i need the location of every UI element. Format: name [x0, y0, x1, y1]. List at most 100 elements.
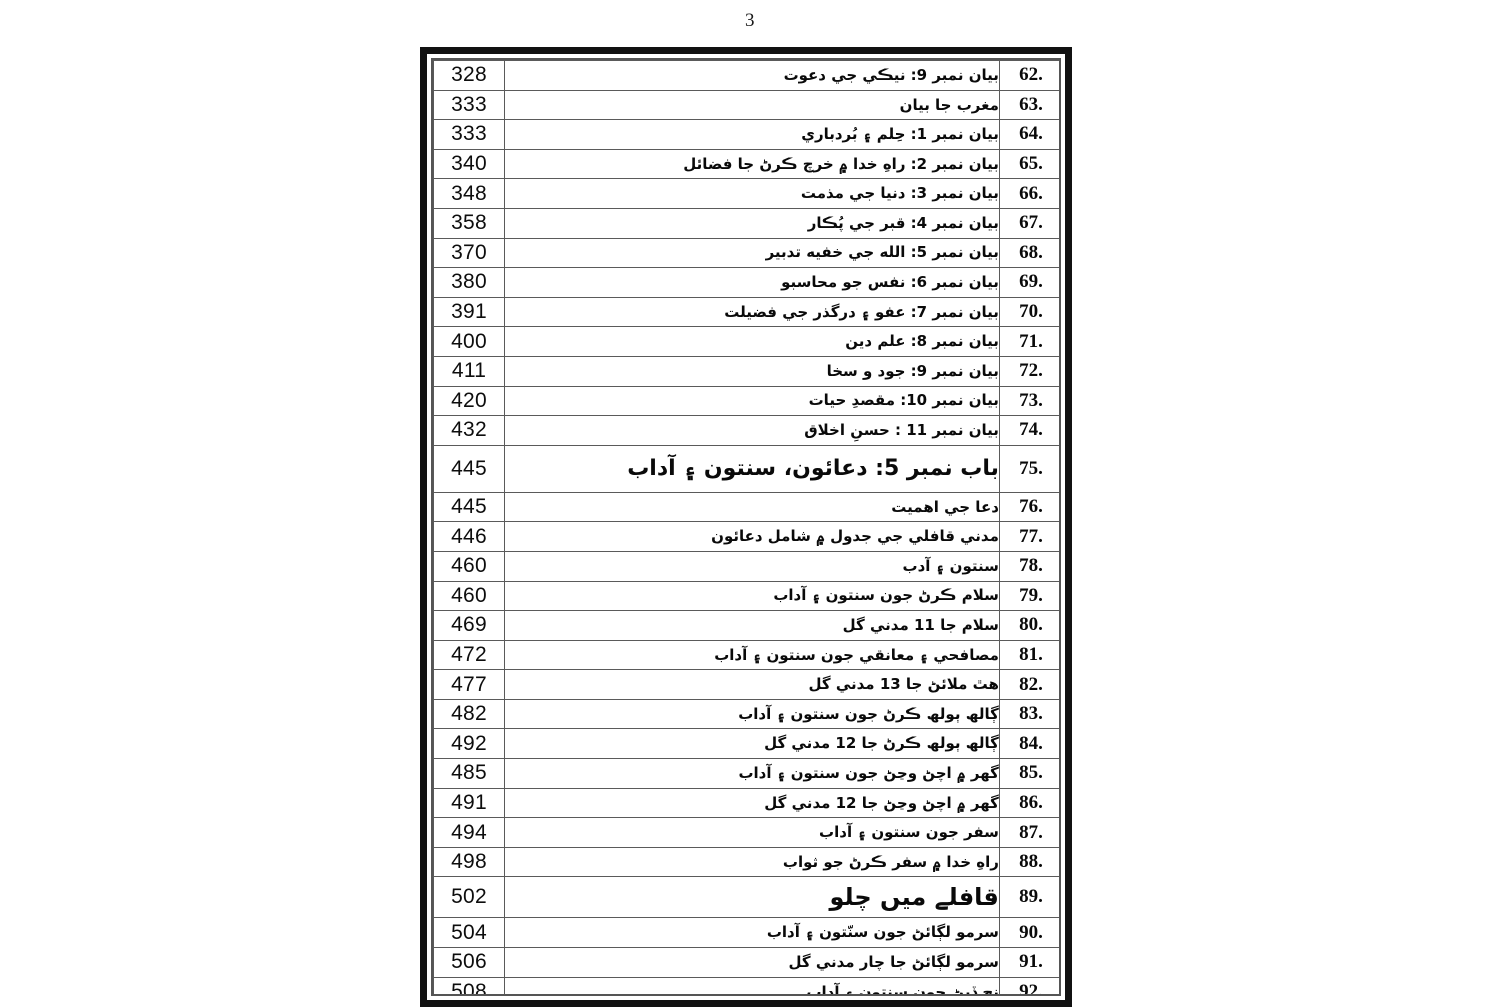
cell-entry-title: بيان نمبر 5: الله جي خفيه تدبير [504, 237, 1000, 269]
cell-entry-title: نِچ ڏيڻ جون سنتون ۽ آداب [504, 976, 1000, 994]
cell-entry-title: سلام جا 11 مدني گل [504, 610, 1000, 641]
cell-serial-number: .85 [998, 758, 1059, 789]
cell-serial-number: .63 [998, 89, 1059, 121]
cell-page-number: 445 [433, 491, 506, 523]
table-row: 340 بيان نمبر 2: راهِ خدا ۾ خرچ ڪرڻ جا فض… [433, 148, 1059, 180]
cell-entry-title: ڳالھ ٻولھ ڪرڻ جا 12 مدني گل [504, 728, 1000, 760]
cell-entry-title: بيان نمبر 8: علم دين [504, 326, 1000, 357]
cell-entry-title: مصافحي ۽ معانقي جون سنتون ۽ آداب [504, 639, 1000, 671]
cell-serial-number: .65 [998, 148, 1059, 180]
table-row: 348 بيان نمبر 3: دنيا جي مذمت .66 [433, 178, 1059, 209]
cell-entry-title: بيان نمبر 4: قبر جي پُڪار [504, 207, 1000, 239]
cell-serial-number: .70 [998, 296, 1059, 328]
cell-entry-title: مغرب جا بيان [504, 89, 1000, 121]
cell-page-number: 432 [433, 415, 506, 446]
cell-entry-title: دعا جي اهميت [504, 491, 1000, 523]
table-row: 380 بيان نمبر 6: نفس جو محاسبو .69 [433, 267, 1059, 298]
table-row: 333 بيان نمبر 1: حِلم ۽ بُردباري .64 [433, 119, 1059, 150]
cell-serial-number: .73 [998, 385, 1059, 417]
cell-serial-number: .91 [998, 947, 1059, 978]
cell-serial-number: .75 [998, 444, 1059, 493]
cell-serial-number: .88 [998, 846, 1059, 878]
cell-page-number: 472 [433, 639, 506, 671]
table-row: 432 بيان نمبر 11 : حسنِ اخلاق .74 [433, 415, 1059, 446]
table-row: 498 راهِ خدا ۾ سفر ڪرڻ جو ثواب .88 [433, 846, 1059, 878]
table-row: 494 سفر جون سنتون ۽ آداب .87 [433, 817, 1059, 848]
cell-serial-number: .69 [998, 267, 1059, 298]
cell-page-number: 498 [433, 846, 506, 878]
cell-entry-title: بيان نمبر 10: مقصدِ حيات [504, 385, 1000, 417]
cell-entry-title: سلام ڪرڻ جون سنتون ۽ آداب [504, 580, 1000, 612]
cell-serial-number: .82 [998, 669, 1059, 700]
cell-entry-title: بيان نمبر 9: نيڪي جي دعوت [504, 60, 1000, 91]
cell-entry-title: سرمو لڳائڻ جا چار مدني گل [504, 947, 1000, 978]
cell-serial-number: .67 [998, 207, 1059, 239]
cell-page-number: 491 [433, 787, 506, 819]
cell-entry-title: ڳالھ ٻولھ ڪرڻ جون سنتون ۽ آداب [504, 698, 1000, 730]
cell-page-number: 477 [433, 669, 506, 700]
cell-page-number: 333 [433, 119, 506, 150]
cell-serial-number: .68 [998, 237, 1059, 269]
table-row: 460 سلام ڪرڻ جون سنتون ۽ آداب .79 [433, 580, 1059, 612]
cell-serial-number: .71 [998, 326, 1059, 357]
cell-serial-number: .74 [998, 415, 1059, 446]
cell-serial-number: .66 [998, 178, 1059, 209]
table-row: 491 گهر ۾ اچڻ وڃڻ جا 12 مدني گل .86 [433, 787, 1059, 819]
cell-entry-title: بيان نمبر 6: نفس جو محاسبو [504, 267, 1000, 298]
cell-page-number: 446 [433, 521, 506, 552]
cell-page-number: 445 [433, 444, 506, 493]
cell-serial-number: .72 [998, 355, 1059, 387]
table-row: 328 بيان نمبر 9: نيڪي جي دعوت .62 [433, 60, 1059, 91]
cell-serial-number: .89 [998, 876, 1059, 919]
cell-serial-number: .86 [998, 787, 1059, 819]
table-row: 472 مصافحي ۽ معانقي جون سنتون ۽ آداب .81 [433, 639, 1059, 671]
cell-page-number: 391 [433, 296, 506, 328]
table-row: 482 ڳالھ ٻولھ ڪرڻ جون سنتون ۽ آداب .83 [433, 698, 1059, 730]
cell-page-number: 340 [433, 148, 506, 180]
cell-serial-number: .80 [998, 610, 1059, 641]
cell-page-number: 328 [433, 60, 506, 91]
table-row: 391 بيان نمبر 7: عفو ۽ درگذر جي فضيلت .70 [433, 296, 1059, 328]
table-row: 485 گهر ۾ اچڻ وڃڻ جون سنتون ۽ آداب .85 [433, 758, 1059, 789]
cell-page-number: 485 [433, 758, 506, 789]
cell-page-number: 380 [433, 267, 506, 298]
cell-serial-number: .76 [998, 491, 1059, 523]
table-row: 446 مدني قافلي جي جدول ۾ شامل دعائون .77 [433, 521, 1059, 552]
cell-page-number: 494 [433, 817, 506, 848]
cell-entry-title: بيان نمبر 1: حِلم ۽ بُردباري [504, 119, 1000, 150]
cell-entry-title: سفر جون سنتون ۽ آداب [504, 817, 1000, 848]
cell-entry-title: گهر ۾ اچڻ وڃڻ جون سنتون ۽ آداب [504, 758, 1000, 789]
cell-entry-title: سنتون ۽ آدب [504, 550, 1000, 582]
cell-entry-title: بيان نمبر 7: عفو ۽ درگذر جي فضيلت [504, 296, 1000, 328]
cell-page-number: 370 [433, 237, 506, 269]
cell-serial-number: .90 [998, 917, 1059, 949]
table-row: 358 بيان نمبر 4: قبر جي پُڪار .67 [433, 207, 1059, 239]
cell-page-number: 460 [433, 550, 506, 582]
cell-page-number: 411 [433, 355, 506, 387]
table-row: 400 بيان نمبر 8: علم دين .71 [433, 326, 1059, 357]
cell-serial-number: .92 [998, 976, 1059, 994]
cell-serial-number: .64 [998, 119, 1059, 150]
table-row: 506 سرمو لڳائڻ جا چار مدني گل .91 [433, 947, 1059, 978]
cell-entry-title: سرمو لڳائڻ جون سنّتون ۽ آداب [504, 917, 1000, 949]
cell-page-number: 482 [433, 698, 506, 730]
page-folio: 3 [745, 10, 755, 31]
cell-serial-number: .84 [998, 728, 1059, 760]
cell-page-number: 492 [433, 728, 506, 760]
cell-entry-title: قافلے میں چلو [504, 876, 1000, 919]
table-row: 504 سرمو لڳائڻ جون سنّتون ۽ آداب .90 [433, 917, 1059, 949]
cell-page-number: 469 [433, 610, 506, 641]
cell-page-number: 508 [433, 976, 506, 994]
cell-entry-title: گهر ۾ اچڻ وڃڻ جا 12 مدني گل [504, 787, 1000, 819]
cell-entry-title: بيان نمبر 2: راهِ خدا ۾ خرچ ڪرڻ جا فضائل [504, 148, 1000, 180]
cell-entry-title: بيان نمبر 11 : حسنِ اخلاق [504, 415, 1000, 446]
table-row: 502 قافلے میں چلو .89 [433, 876, 1059, 919]
cell-serial-number: .77 [998, 521, 1059, 552]
cell-serial-number: .87 [998, 817, 1059, 848]
cell-entry-title: هٿ ملائڻ جا 13 مدني گل [504, 669, 1000, 700]
table-row: 411 بيان نمبر 9: جود و سخا .72 [433, 355, 1059, 387]
cell-serial-number: .83 [998, 698, 1059, 730]
table-row: 460 سنتون ۽ آدب .78 [433, 550, 1059, 582]
cell-page-number: 358 [433, 207, 506, 239]
cell-serial-number: .78 [998, 550, 1059, 582]
